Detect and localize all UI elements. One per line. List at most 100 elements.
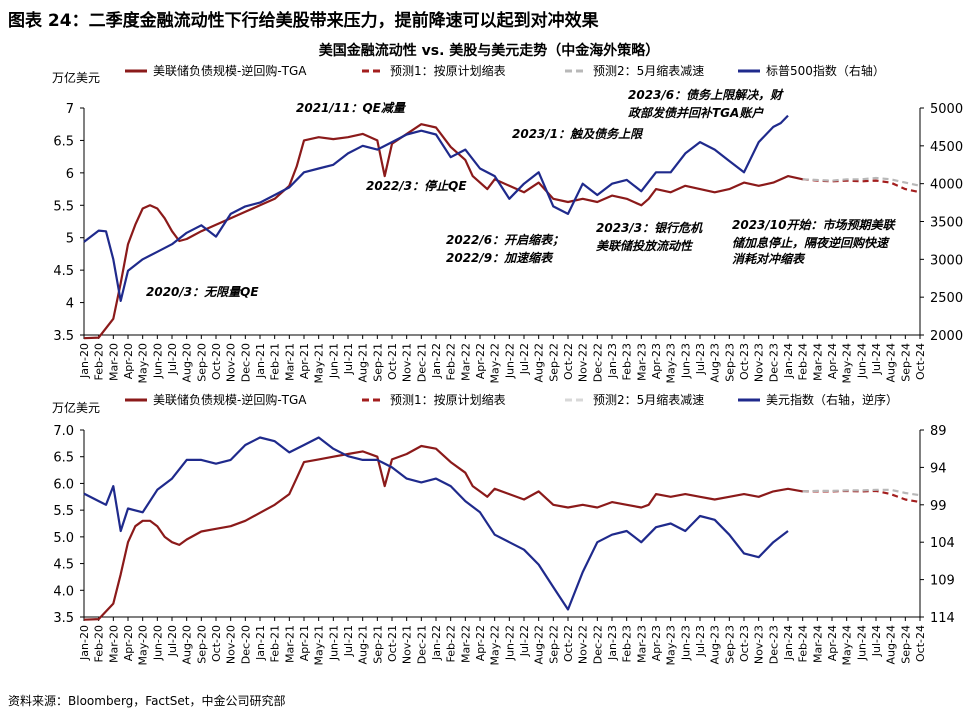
x-tick-label: Apr-21 [298,343,311,379]
x-tick-label: Aug-20 [181,625,194,664]
x-tick-label: Dec-22 [591,343,604,382]
x-tick-label: Apr-23 [650,343,663,379]
x-tick-label: Jun-23 [679,343,692,379]
x-tick-label: Aug-22 [533,625,546,664]
x-tick-label: Jun-22 [503,343,516,379]
y2-tick-label: 4500 [930,140,963,155]
x-tick-label: May-22 [489,625,502,666]
x-tick-label: Jan-23 [606,343,619,379]
x-tick-label: Nov-20 [225,343,238,382]
x-tick-label: Mar-20 [107,343,120,381]
x-tick-label: Oct-24 [914,343,927,380]
x-tick-label: Jul-20 [166,625,179,657]
x-tick-label: Oct-22 [562,625,575,662]
x-tick-label: Jun-23 [679,625,692,661]
x-tick-label: Apr-20 [122,343,135,379]
x-tick-label: Oct-21 [386,343,399,380]
x-tick-label: Jun-22 [503,625,516,661]
x-tick-label: Dec-22 [591,625,604,664]
x-tick-label: Jan-21 [254,625,267,661]
legend-label-forecast2: 预测2：5月缩表减速 [593,63,704,78]
x-tick-label: Jan-24 [782,343,795,379]
x-tick-label: Mar-20 [107,625,120,663]
x-tick-label: Jun-20 [151,625,164,661]
x-tick-label: Apr-20 [122,625,135,661]
annotation: 政部发债并回补TGA账户 [628,106,764,120]
x-tick-label: Nov-21 [401,343,414,382]
annotation: 2020/3：无限量QE [146,285,259,299]
y2-tick-label: 3000 [930,253,963,268]
x-tick-label: Oct-20 [210,625,223,662]
y-tick-label: 4 [66,297,74,312]
y-tick-label: 6 [66,167,74,182]
x-tick-label: Sep-21 [371,625,384,664]
x-tick-label: Aug-24 [885,343,898,382]
y-tick-label: 5.5 [53,199,74,214]
x-tick-label: Jul-23 [694,625,707,657]
x-tick-label: Jun-24 [855,625,868,661]
legend-label-forecast1: 预测1：按原计划缩表 [390,63,506,78]
x-tick-label: May-22 [489,343,502,384]
x-tick-label: Dec-20 [239,625,252,664]
x-tick-label: Jul-21 [342,343,355,375]
source-note: 资料来源：Bloomberg，FactSet，中金公司研究部 [8,694,286,708]
x-tick-label: Apr-24 [826,625,839,661]
x-tick-label: Jan-22 [430,625,443,661]
x-tick-label: Jan-23 [606,625,619,661]
x-tick-label: Sep-21 [371,343,384,382]
x-tick-label: May-23 [665,625,678,666]
y2-tick-label: 99 [930,499,947,514]
x-tick-label: Nov-20 [225,625,238,664]
x-tick-label: May-21 [313,343,326,384]
x-tick-label: Mar-24 [811,625,824,663]
x-tick-label: Mar-22 [459,343,472,381]
y-tick-label: 7 [66,102,74,117]
x-tick-label: Mar-21 [283,343,296,381]
y-axis-label: 万亿美元 [52,70,100,85]
series-line-index [83,114,789,302]
annotation: 2023/10开始：市场预期美联 [732,218,896,232]
annotation: 2023/6：债务上限解决，财 [628,88,784,102]
x-tick-label: Jan-21 [254,343,267,379]
annotation: 2023/1：触及债务上限 [512,127,644,141]
series-line-liquidity [83,123,803,340]
x-tick-label: Dec-21 [415,625,428,664]
x-tick-label: Feb-23 [621,343,634,380]
x-tick-label: Mar-23 [635,625,648,663]
x-tick-label: Sep-24 [899,343,912,382]
figure-title: 图表 24：二季度金融流动性下行给美股带来压力，提前降速可以起到对冲效果 [8,11,599,31]
y2-tick-label: 114 [930,611,955,626]
annotation: 储加息停止，隔夜逆回购快速 [732,236,890,250]
x-tick-label: Feb-22 [445,343,458,380]
x-tick-label: Apr-23 [650,625,663,661]
x-tick-label: Jul-22 [518,625,531,657]
x-tick-label: Jul-23 [694,343,707,375]
annotation: 2022/9：加速缩表 [446,251,554,265]
x-tick-label: Jul-21 [342,625,355,657]
legend-label-index: 美元指数（右轴，逆序） [766,392,898,407]
x-tick-label: Feb-21 [269,625,282,662]
legend-label-forecast2: 预测2：5月缩表减速 [593,392,704,407]
x-tick-label: Sep-22 [547,625,560,664]
x-tick-label: May-24 [841,343,854,384]
x-tick-label: Mar-23 [635,343,648,381]
x-tick-label: Nov-22 [577,343,590,382]
x-tick-label: Sep-23 [723,343,736,382]
y2-tick-label: 5000 [930,102,963,117]
x-tick-label: Apr-21 [298,625,311,661]
annotation: 2022/6：开启缩表； [446,233,564,247]
x-tick-label: Aug-22 [533,343,546,382]
x-tick-label: Jun-21 [327,625,340,661]
x-tick-label: Nov-22 [577,625,590,664]
x-tick-label: Jun-20 [151,343,164,379]
x-tick-label: Jun-21 [327,343,340,379]
series-line-forecast2 [802,488,921,497]
y-tick-label: 5.0 [53,531,74,546]
y-tick-label: 5 [66,232,74,247]
legend-label-index: 标普500指数（右轴） [766,63,885,78]
annotation: 2023/3：银行危机 [596,221,703,235]
x-tick-label: Dec-20 [239,343,252,382]
x-tick-label: Apr-22 [474,625,487,661]
x-tick-label: Jun-24 [855,343,868,379]
x-tick-label: Feb-20 [93,625,106,662]
